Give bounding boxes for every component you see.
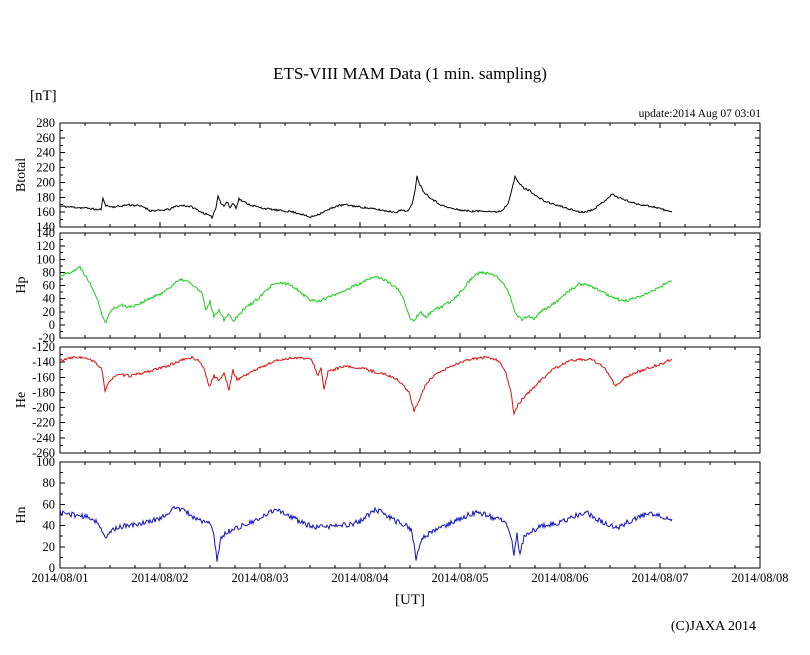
y-tick-label: 140 xyxy=(36,220,55,234)
y-tick-label: -160 xyxy=(32,370,55,384)
chart-title: ETS-VIII MAM Data (1 min. sampling) xyxy=(273,64,547,83)
panel-hn: 0 20 40 60 80 100 xyxy=(36,455,761,575)
y-tick-label: -120 xyxy=(32,340,55,354)
y-tick-label: -180 xyxy=(32,385,55,399)
x-tick-label: 2014/08/03 xyxy=(232,571,289,585)
y-tick-label: 60 xyxy=(43,497,56,511)
y-tick-label: 20 xyxy=(43,540,56,554)
y-tick-label: 40 xyxy=(43,519,56,533)
y-tick-label: 0 xyxy=(49,318,55,332)
y-tick-label: 40 xyxy=(43,292,56,306)
update-timestamp: update:2014 Aug 07 03:01 xyxy=(638,108,761,120)
y-tick-label: 160 xyxy=(36,205,55,219)
y-tick-label: 220 xyxy=(36,161,55,175)
x-tick-label: 2014/08/08 xyxy=(732,571,789,585)
x-tick-label: 2014/08/07 xyxy=(632,571,689,585)
series-he xyxy=(59,355,673,416)
panel-frame xyxy=(59,122,761,228)
y-tick-label: -20 xyxy=(38,331,55,345)
y-tick-label: 200 xyxy=(36,175,55,189)
copyright-text: (C)JAXA 2014 xyxy=(670,619,756,634)
series-hp xyxy=(59,265,673,324)
x-tick-label: 2014/08/01 xyxy=(32,571,89,585)
x-tick-label: 2014/08/06 xyxy=(532,571,589,585)
y-tick-label: 80 xyxy=(43,265,56,279)
y-tick-label: 280 xyxy=(36,116,55,130)
y-tick-label: 260 xyxy=(36,131,55,145)
y-tick-label: 0 xyxy=(49,561,55,575)
y-tick-label: 20 xyxy=(43,305,56,319)
y-tick-label: 100 xyxy=(36,455,55,469)
panel-frame xyxy=(59,346,761,454)
y-tick-label: 80 xyxy=(43,476,56,490)
y-tick-label: 180 xyxy=(36,190,55,204)
y-tick-label: -140 xyxy=(32,355,55,369)
y-tick-label: -240 xyxy=(32,431,55,445)
y-tick-label: -220 xyxy=(32,416,55,430)
series-hn xyxy=(59,505,673,562)
x-tick-label: 2014/08/04 xyxy=(332,571,390,585)
y-tick-label: 60 xyxy=(43,279,56,293)
y-tick-label: -200 xyxy=(32,401,55,415)
y-tick-label: 120 xyxy=(36,239,55,253)
panel-he: -260-240-220-200 -180-160-140-120 xyxy=(32,340,761,460)
y-tick-label: 140 xyxy=(36,226,55,240)
y-tick-label: 100 xyxy=(36,252,55,266)
y-tick-label: 240 xyxy=(36,146,55,160)
x-tick-label: 2014/08/02 xyxy=(132,571,189,585)
x-tick-label: 2014/08/05 xyxy=(432,571,489,585)
y-tick-label: -260 xyxy=(32,446,55,460)
series-btotal xyxy=(60,174,673,220)
x-axis-label: [UT] xyxy=(395,592,425,608)
y-unit-label: [nT] xyxy=(30,88,57,104)
panel-frame xyxy=(59,232,761,339)
